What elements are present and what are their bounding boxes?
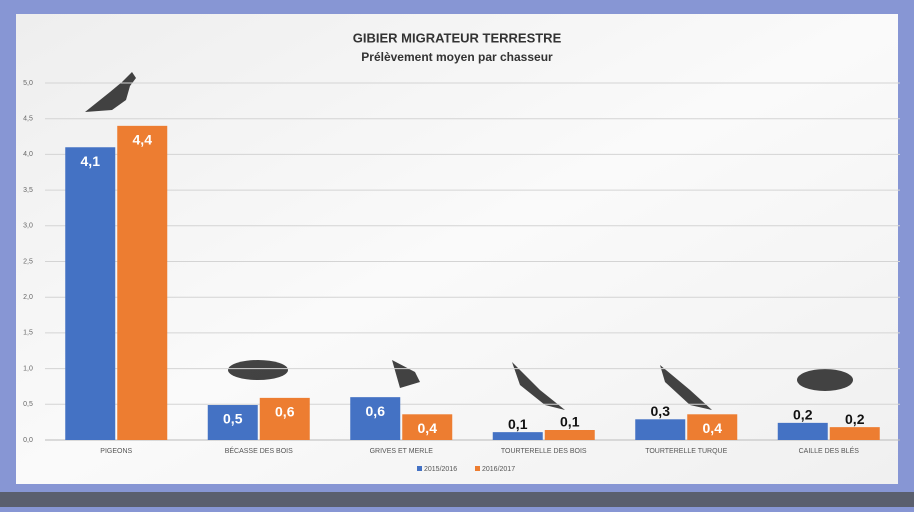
chart-title: GIBIER MIGRATEUR TERRESTRE [353, 30, 562, 45]
value-label: 0,4 [703, 420, 723, 436]
y-tick-label: 3,0 [23, 223, 33, 230]
bar [207, 405, 258, 440]
y-tick-label: 4,0 [23, 151, 33, 158]
y-tick-label: 1,5 [23, 330, 33, 337]
y-tick-label: 4,5 [23, 116, 33, 123]
bar [777, 422, 828, 440]
bar [402, 414, 453, 440]
bar [635, 419, 686, 440]
value-label: 0,6 [275, 404, 295, 420]
x-tick-label: CAILLE DES BLÉS [799, 446, 860, 455]
value-label: 0,5 [223, 411, 243, 427]
x-tick-label: TOURTERELLE TURQUE [645, 448, 727, 455]
y-tick-label: 0,0 [23, 437, 33, 444]
legend-swatch [417, 466, 422, 471]
legend-swatch [475, 466, 480, 471]
bar [259, 397, 310, 440]
x-tick-label: BÉCASSE DES BOIS [225, 446, 293, 455]
y-tick-label: 0,5 [23, 401, 33, 408]
x-tick-label: PIGEONS [100, 448, 132, 455]
chart-subtitle: Prélèvement moyen par chasseur [361, 50, 553, 64]
value-label: 4,4 [133, 132, 153, 148]
legend-label: 2015/2016 [424, 466, 457, 473]
bottom-strip [0, 492, 914, 507]
x-tick-label: TOURTERELLE DES BOIS [501, 448, 587, 455]
bar [492, 432, 543, 440]
value-label: 0,4 [418, 420, 438, 436]
bar [65, 147, 116, 440]
value-label: 0,2 [793, 407, 813, 423]
bird-icons [85, 72, 853, 410]
legend-label: 2016/2017 [482, 466, 515, 473]
bar [829, 427, 880, 440]
bar [117, 125, 168, 440]
x-tick-label: GRIVES ET MERLE [370, 448, 434, 455]
value-label: 4,1 [81, 153, 101, 169]
y-tick-label: 1,0 [23, 365, 33, 372]
y-tick-label: 3,5 [23, 187, 33, 194]
bar [687, 414, 738, 440]
y-tick-label: 2,0 [23, 294, 33, 301]
y-tick-label: 5,0 [23, 80, 33, 87]
y-tick-label: 2,5 [23, 258, 33, 265]
value-label: 0,6 [366, 403, 386, 419]
bar [544, 430, 595, 440]
value-label: 0,1 [508, 416, 528, 432]
value-label: 0,1 [560, 414, 580, 430]
value-label: 0,3 [651, 403, 671, 419]
bar [350, 397, 401, 440]
value-label: 0,2 [845, 411, 865, 427]
